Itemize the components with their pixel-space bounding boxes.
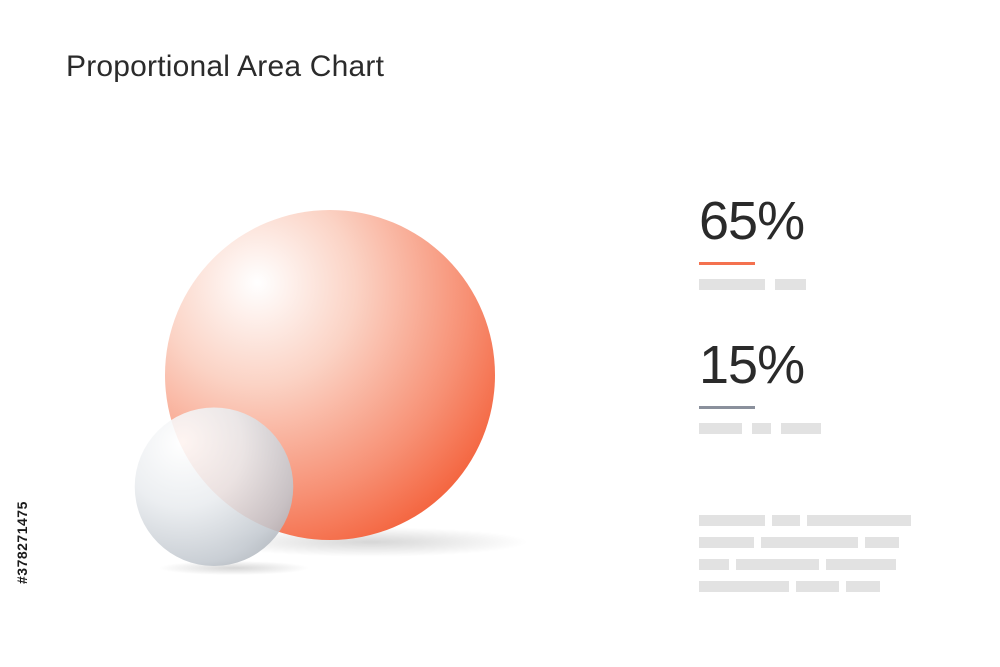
stat-placeholder-text-2 (699, 423, 939, 434)
stat-value-1: 65% (699, 191, 805, 251)
stat-block-2: 15% (699, 338, 939, 434)
stock-image-id: #378271475 (14, 501, 30, 584)
placeholder-bar (826, 559, 896, 570)
placeholder-bar (699, 515, 765, 526)
placeholder-bar (699, 559, 729, 570)
placeholder-bar (699, 279, 765, 290)
placeholder-bar (865, 537, 899, 548)
bubble-2 (134, 407, 294, 566)
placeholder-line (699, 515, 919, 526)
chart-title: Proportional Area Chart (66, 50, 385, 83)
placeholder-bar (699, 581, 789, 592)
stat-underline-2 (699, 406, 755, 409)
placeholder-bar (775, 279, 806, 290)
placeholder-line (699, 559, 919, 570)
stat-underline-1 (699, 262, 755, 265)
placeholder-bar (699, 537, 754, 548)
stat-value-2: 15% (699, 335, 805, 395)
placeholder-bar (736, 559, 819, 570)
bubble-shadow-2 (158, 560, 310, 576)
placeholder-bar (781, 423, 821, 434)
placeholder-bar (846, 581, 880, 592)
placeholder-bar (699, 423, 742, 434)
stat-placeholder-text-1 (699, 279, 939, 290)
placeholder-bar (761, 537, 858, 548)
placeholder-line (699, 537, 919, 548)
stat-block-1: 65% (699, 194, 939, 290)
placeholder-line (699, 581, 919, 592)
placeholder-bar (796, 581, 839, 592)
placeholder-bar (807, 515, 911, 526)
placeholder-bar (752, 423, 771, 434)
placeholder-bar (772, 515, 800, 526)
description-placeholder (699, 515, 919, 603)
